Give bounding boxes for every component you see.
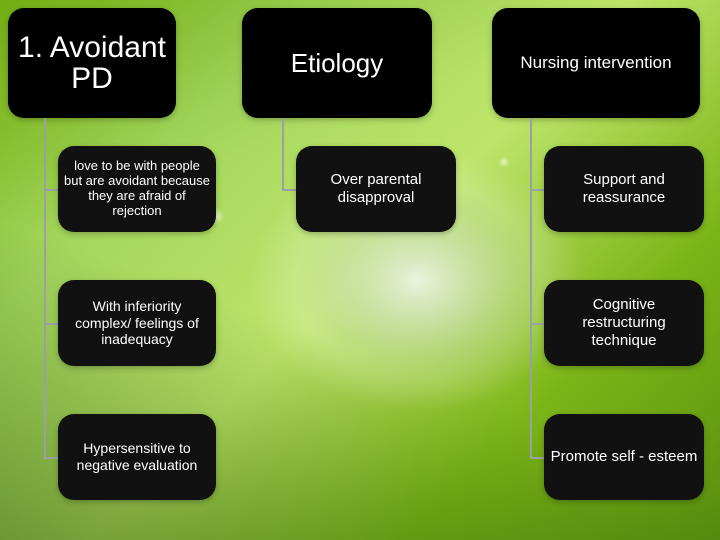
col2-trunk <box>282 118 284 189</box>
col3-branch-2 <box>530 323 544 325</box>
col1-child-2-text: With inferiority complex/ feelings of in… <box>64 298 210 348</box>
col1-child-3: Hypersensitive to negative evaluation <box>58 414 216 500</box>
col3-child-3-text: Promote self - esteem <box>551 448 698 466</box>
col3-header: Nursing intervention <box>492 8 700 118</box>
col1-child-1-text: love to be with people but are avoidant … <box>64 159 210 219</box>
col3-child-1-text: Support and reassurance <box>550 171 698 207</box>
col3-child-1: Support and reassurance <box>544 146 704 232</box>
col2-header: Etiology <box>242 8 432 118</box>
col2-child-1-text: Over parental disapproval <box>302 171 450 207</box>
col1-child-1: love to be with people but are avoidant … <box>58 146 216 232</box>
col3-child-2-text: Cognitive restructuring technique <box>550 296 698 350</box>
col1-child-3-text: Hypersensitive to negative evaluation <box>64 440 210 474</box>
col3-child-3: Promote self - esteem <box>544 414 704 500</box>
col2-child-1: Over parental disapproval <box>296 146 456 232</box>
col1-branch-3 <box>44 457 58 459</box>
col2-header-label: Etiology <box>291 48 384 79</box>
col3-branch-1 <box>530 189 544 191</box>
col1-trunk <box>44 118 46 457</box>
col3-child-2: Cognitive restructuring technique <box>544 280 704 366</box>
diagram-stage: 1. Avoidant PD love to be with people bu… <box>0 0 720 540</box>
col2-branch-1 <box>282 189 296 191</box>
col3-trunk <box>530 118 532 457</box>
col1-branch-2 <box>44 323 58 325</box>
col1-branch-1 <box>44 189 58 191</box>
col3-branch-3 <box>530 457 544 459</box>
col1-header: 1. Avoidant PD <box>8 8 176 118</box>
col3-header-label: Nursing intervention <box>520 53 671 73</box>
col1-child-2: With inferiority complex/ feelings of in… <box>58 280 216 366</box>
col1-header-label: 1. Avoidant PD <box>14 32 170 95</box>
